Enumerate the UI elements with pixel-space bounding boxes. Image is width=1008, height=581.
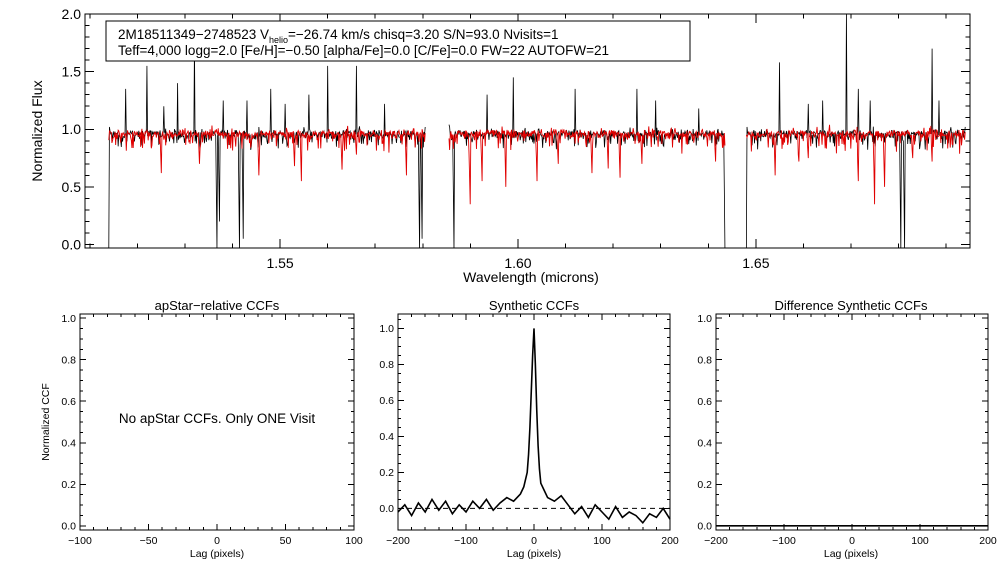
spectrum-x-tick-label: 1.65 (742, 255, 769, 271)
spectrum-y-tick-label: 1.0 (62, 121, 82, 137)
synthetic-ccf-x-tick-label: 200 (661, 535, 679, 547)
spectrum-y-tick-label: 0.0 (62, 236, 82, 252)
spectrum-y-axis-label: Normalized Flux (29, 80, 45, 181)
apstar-ccf-x-tick-label: 0 (214, 535, 220, 547)
apstar-ccf-x-tick-label: 100 (345, 535, 363, 547)
spectrum-y-tick-label: 2.0 (62, 6, 82, 22)
spectrum-traces (108, 14, 966, 248)
apstar-ccf-x-tick-label: 50 (280, 535, 292, 547)
spectrum-x-tick-label: 1.60 (504, 255, 531, 271)
difference-ccf-panel: Difference Synthetic CCFs −200 −100 0 100 20… (697, 298, 997, 560)
difference-ccf-x-tick-label: −100 (772, 535, 796, 547)
apstar-ccf-ticks (79, 314, 355, 530)
annotation-prefix: 2M18511349−2748523 V (118, 27, 269, 42)
difference-ccf-x-axis-label: Lag (pixels) (824, 548, 878, 560)
apstar-ccf-y-tick-label: 0.4 (61, 437, 76, 449)
synthetic-ccf-x-axis-label: Lag (pixels) (507, 548, 561, 560)
synthetic-ccf-x-tick-label: −200 (386, 535, 410, 547)
synthetic-ccf-x-tick-label: 100 (593, 535, 611, 547)
synthetic-ccf-ticks (397, 314, 671, 530)
synthetic-ccf-y-tick-label: 0.0 (379, 503, 394, 515)
synthetic-ccf-y-tick-label: 0.6 (379, 395, 394, 407)
spectrum-axes-frame (84, 13, 971, 249)
difference-ccf-y-tick-label: 0.4 (697, 437, 712, 449)
model-spectrum-line-chip-2 (448, 126, 726, 205)
synthetic-ccf-line (397, 328, 671, 525)
difference-ccf-axes-frame (715, 313, 989, 531)
observed-spectrum-line-chip-2 (448, 77, 726, 248)
difference-ccf-y-tick-label: 0.0 (697, 521, 712, 533)
difference-ccf-y-tick-label: 0.8 (697, 354, 712, 366)
apstar-ccf-y-tick-label: 0.8 (61, 354, 76, 366)
apstar-ccf-y-axis-label: Normalized CCF (40, 383, 52, 461)
annotation-suffix: =−26.74 km/s chisq=3.20 S/N=93.0 Nvisits… (288, 27, 559, 42)
synthetic-ccf-y-tick-label: 0.2 (379, 467, 394, 479)
difference-ccf-x-tick-label: 100 (911, 535, 929, 547)
model-spectrum-line-chip-3 (745, 124, 966, 205)
synthetic-ccf-x-tick-label: 0 (531, 535, 537, 547)
difference-ccf-ticks (715, 314, 989, 530)
apstar-ccf-x-tick-label: −100 (68, 535, 92, 547)
spectrum-x-tick-label: 1.55 (266, 255, 293, 271)
difference-ccf-x-tick-label: 0 (849, 535, 855, 547)
apstar-ccf-message: No apStar CCFs. Only ONE Visit (119, 411, 316, 426)
synthetic-ccf-title: Synthetic CCFs (489, 298, 580, 313)
synthetic-ccf-tick-labels: −200 −100 0 100 200 0.0 0.2 0.4 0.6 0.8 1.0 (379, 323, 679, 547)
apstar-ccf-x-axis-label: Lag (pixels) (190, 548, 244, 560)
apstar-ccf-title: apStar−relative CCFs (155, 298, 280, 313)
apstar-ccf-y-tick-label: 0.0 (61, 521, 76, 533)
spectrum-y-tick-label: 0.5 (62, 179, 82, 195)
apstar-ccf-panel: apStar−relative CCFs −100 −50 0 50 100 0.0 0.2… (40, 298, 363, 560)
difference-ccf-y-tick-label: 0.6 (697, 396, 712, 408)
spectrum-annotation-line-1: 2M18511349−2748523 Vhelio=−26.74 km/s ch… (118, 27, 559, 45)
spectrum-x-axis-label: Wavelength (microns) (463, 269, 599, 285)
spectrum-y-tick-label: 1.5 (62, 64, 82, 80)
annotation-subscript: helio (269, 35, 288, 45)
difference-ccf-title: Difference Synthetic CCFs (775, 298, 928, 313)
apstar-ccf-y-tick-label: 0.2 (61, 479, 76, 491)
spectrum-annotation-box (105, 20, 691, 62)
apstar-ccf-tick-labels: −100 −50 0 50 100 0.0 0.2 0.4 0.6 0.8 1.0 (61, 313, 363, 547)
apstar-ccf-y-tick-label: 0.6 (61, 396, 76, 408)
difference-ccf-x-tick-label: 200 (979, 535, 997, 547)
difference-ccf-x-tick-label: −200 (704, 535, 728, 547)
apstar-ccf-x-tick-label: −50 (140, 535, 158, 547)
difference-ccf-tick-labels: −200 −100 0 100 200 0.0 0.2 0.4 0.6 0.8 1.0 (697, 313, 997, 547)
synthetic-ccf-y-tick-label: 1.0 (379, 323, 394, 335)
difference-ccf-y-tick-label: 1.0 (697, 313, 712, 325)
difference-ccf-y-tick-label: 0.2 (697, 479, 712, 491)
spectrum-tick-labels: 1.55 1.60 1.65 0.0 0.5 1.0 1.5 2.0 (62, 6, 770, 271)
synthetic-ccf-panel: Synthetic CCFs −200 −100 0 100 200 0.0 0.2 0.4 0… (379, 298, 679, 560)
synthetic-ccf-y-tick-label: 0.4 (379, 431, 394, 443)
spectrum-panel: 1.55 1.60 1.65 0.0 0.5 1.0 1.5 2.0 2M18511349−2… (29, 6, 971, 285)
synthetic-ccf-x-tick-label: −100 (454, 535, 478, 547)
synthetic-ccf-traces (397, 328, 671, 525)
observed-spectrum-line-chip-1 (108, 42, 426, 248)
model-spectrum-line-chip-1 (108, 125, 426, 182)
synthetic-ccf-y-tick-label: 0.8 (379, 359, 394, 371)
spectrum-annotation-line-2: Teff=4,000 logg=2.0 [Fe/H]=−0.50 [alpha/… (118, 43, 609, 58)
apstar-ccf-y-tick-label: 1.0 (61, 313, 76, 325)
